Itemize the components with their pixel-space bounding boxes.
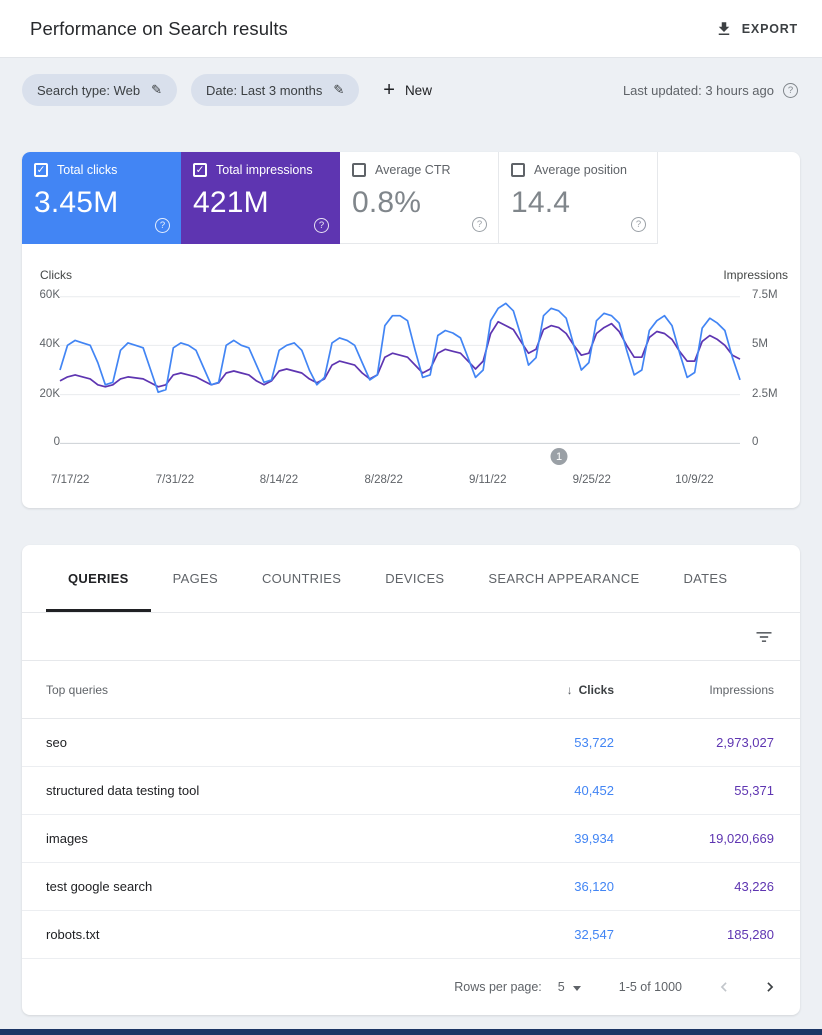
table-header-row: Top queries ↓ Clicks Impressions [22, 661, 800, 719]
export-label: EXPORT [741, 21, 798, 36]
metric-label: Average CTR [375, 163, 451, 177]
metric-card-average-position[interactable]: Average position 14.4 ? [499, 152, 658, 244]
page-title: Performance on Search results [30, 17, 288, 39]
table-row[interactable]: test google search 36,120 43,226 [22, 863, 800, 911]
tab-pages[interactable]: PAGES [172, 571, 218, 586]
metric-value: 0.8% [352, 186, 422, 219]
table-row[interactable]: seo 53,722 2,973,027 [22, 719, 800, 767]
checkbox-checked-icon[interactable]: ✓ [34, 163, 48, 177]
checkbox-unchecked-icon[interactable] [352, 163, 366, 177]
edit-icon: ✎ [333, 82, 345, 97]
tab-search-appearance[interactable]: SEARCH APPEARANCE [488, 571, 640, 586]
last-updated: Last updated: 3 hours ago ? [622, 82, 798, 98]
help-icon[interactable]: ? [783, 82, 798, 98]
metric-value: 14.4 [511, 186, 571, 219]
metric-value: 3.45M [34, 186, 119, 219]
performance-card: ✓ Total clicks 3.45M ? ✓ Total impressio… [22, 152, 800, 508]
chevron-left-icon [720, 982, 727, 992]
sort-desc-icon: ↓ [566, 682, 573, 697]
pagination-range: 1-5 of 1000 [618, 980, 682, 994]
left-axis-ticks: 60K 40K 20K 0 [39, 289, 60, 448]
chart-plot-area[interactable]: 1 [60, 296, 740, 465]
previous-page-button[interactable] [712, 975, 736, 999]
checkbox-checked-icon[interactable]: ✓ [193, 163, 207, 177]
left-axis-title: Clicks [40, 268, 72, 282]
dimension-tabs: QUERIES PAGES COUNTRIES DEVICES SEARCH A… [22, 545, 800, 613]
date-range-chip[interactable]: Date: Last 3 months ✎ [191, 74, 360, 106]
table-row[interactable]: robots.txt 32,547 185,280 [22, 911, 800, 959]
impressions-cell: 185,280 [727, 927, 774, 942]
checkbox-unchecked-icon[interactable] [511, 163, 525, 177]
query-cell: seo [46, 735, 67, 750]
impressions-cell: 2,973,027 [716, 735, 774, 750]
last-updated-text: Last updated: 3 hours ago [622, 82, 774, 98]
metric-label: Total impressions [216, 163, 313, 177]
metric-card-average-ctr[interactable]: Average CTR 0.8% ? [340, 152, 499, 244]
performance-chart [60, 296, 740, 444]
help-icon[interactable]: ? [314, 218, 329, 233]
right-axis-ticks: 7.5M 5M 2.5M 0 [752, 289, 778, 448]
help-icon[interactable]: ? [631, 217, 646, 232]
help-icon[interactable]: ? [472, 217, 487, 232]
app-header: Performance on Search results EXPORT [0, 0, 822, 58]
impressions-cell: 19,020,669 [708, 831, 774, 846]
chart-body: 60K 40K 20K 0 1 7.5M 5M 2.5M 0 [22, 289, 800, 465]
metric-card-total-impressions[interactable]: ✓ Total impressions 421M ? [181, 152, 340, 244]
dimensions-table-card: QUERIES PAGES COUNTRIES DEVICES SEARCH A… [22, 545, 800, 1015]
new-filter-label: New [404, 82, 432, 98]
column-header-impressions[interactable]: Impressions [709, 682, 774, 697]
metric-cards-row: ✓ Total clicks 3.45M ? ✓ Total impressio… [22, 152, 800, 244]
clicks-cell: 53,722 [574, 735, 614, 750]
rows-per-page-label: Rows per page: [454, 980, 542, 994]
clicks-cell: 32,547 [574, 927, 614, 942]
tab-countries[interactable]: COUNTRIES [261, 571, 342, 586]
rows-per-page-select[interactable]: 5 [558, 980, 581, 994]
next-page-button[interactable] [758, 975, 782, 999]
clicks-cell: 40,452 [574, 783, 614, 798]
chevron-down-icon [572, 985, 581, 991]
tab-devices[interactable]: DEVICES [385, 571, 445, 586]
search-type-chip[interactable]: Search type: Web ✎ [22, 74, 177, 106]
add-icon: + [383, 79, 395, 101]
metric-label: Average position [534, 163, 627, 177]
x-axis-ticks: 7/17/22 7/31/22 8/14/22 8/28/22 9/11/22 … [51, 474, 714, 486]
download-icon [718, 21, 730, 35]
tab-dates[interactable]: DATES [683, 571, 728, 586]
column-header-clicks[interactable]: ↓ Clicks [566, 682, 614, 697]
query-cell: structured data testing tool [46, 783, 200, 798]
new-filter-button[interactable]: + New [383, 80, 432, 100]
right-axis-title: Impressions [723, 268, 788, 282]
clicks-cell: 39,934 [574, 831, 614, 846]
filter-bar: Search type: Web ✎ Date: Last 3 months ✎… [0, 58, 822, 106]
table-row[interactable]: structured data testing tool 40,452 55,3… [22, 767, 800, 815]
metric-label: Total clicks [57, 163, 118, 177]
table-filter-row [22, 613, 800, 661]
page-bottom-bar [0, 1029, 822, 1035]
impressions-cell: 55,371 [734, 783, 774, 798]
chevron-right-icon [767, 982, 774, 992]
table-footer: Rows per page: 5 1-5 of 1000 [22, 959, 800, 1015]
chart-axis-titles: Clicks Impressions [22, 268, 800, 284]
date-range-chip-label: Date: Last 3 months [206, 82, 323, 98]
metric-value: 421M [193, 186, 269, 219]
column-header-top-queries[interactable]: Top queries [46, 682, 109, 697]
impressions-cell: 43,226 [734, 879, 774, 894]
edit-icon: ✎ [151, 82, 162, 97]
search-type-chip-label: Search type: Web [37, 82, 141, 98]
query-cell: images [46, 831, 88, 846]
query-cell: test google search [46, 879, 153, 894]
tab-queries[interactable]: QUERIES [46, 545, 151, 612]
query-cell: robots.txt [46, 927, 100, 942]
clicks-cell: 36,120 [574, 879, 614, 894]
help-icon[interactable]: ? [155, 218, 170, 233]
export-button[interactable]: EXPORT [715, 20, 798, 38]
table-row[interactable]: images 39,934 19,020,669 [22, 815, 800, 863]
filter-icon[interactable] [754, 627, 774, 647]
metric-card-total-clicks[interactable]: ✓ Total clicks 3.45M ? [22, 152, 181, 244]
chart-annotation-marker[interactable]: 1 [550, 448, 568, 465]
